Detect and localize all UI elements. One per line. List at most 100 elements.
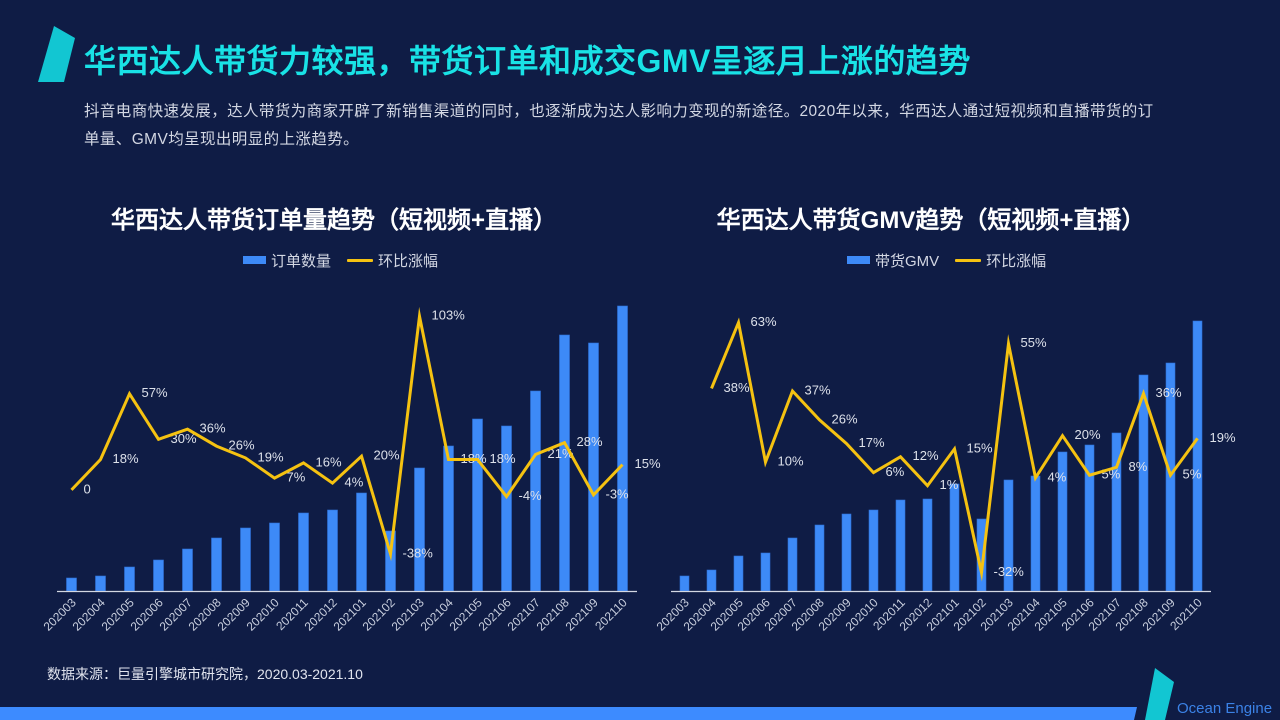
bar bbox=[868, 509, 879, 592]
bar bbox=[211, 537, 222, 592]
gmv-chart: 202003 202004 202005 202006 202007 202008 2020… bbox=[654, 280, 1255, 660]
x-axis-labels: 2020032020042020052020062020072020082020… bbox=[41, 595, 630, 633]
legend-label-gmv: 带货GMV bbox=[875, 252, 940, 270]
bar bbox=[1030, 475, 1041, 592]
data-label: 4% bbox=[345, 475, 364, 490]
bar bbox=[414, 467, 425, 592]
bar bbox=[66, 577, 77, 592]
legend-label-mom: 环比涨幅 bbox=[986, 252, 1047, 270]
data-label: 36% bbox=[1156, 385, 1182, 400]
orders-chart-title: 华西达人带货订单量趋势（短视频+直播） bbox=[110, 207, 557, 234]
data-label: 55% bbox=[1021, 335, 1047, 350]
data-label: -3% bbox=[606, 486, 630, 501]
data-label: 7% bbox=[287, 470, 306, 485]
orders-chart: 202003 202004 202005 202006 202007 202008 2020… bbox=[40, 280, 661, 660]
x-axis-labels: 2020032020042020052020062020072020082020… bbox=[654, 595, 1205, 633]
data-label: 36% bbox=[200, 421, 226, 436]
legend-label-orders: 订单数量 bbox=[271, 252, 332, 270]
bar bbox=[706, 569, 717, 592]
bar bbox=[617, 305, 628, 592]
legend-label-mom: 环比涨幅 bbox=[378, 252, 439, 270]
bar bbox=[153, 559, 164, 592]
accent-parallelogram bbox=[38, 26, 75, 82]
orders-chart-canvas: 2020032020042020052020062020072020082020… bbox=[41, 305, 661, 634]
bar bbox=[269, 522, 280, 592]
bar bbox=[443, 445, 454, 592]
x-tick-label: 202010 bbox=[244, 595, 282, 633]
x-tick-label: 202109 bbox=[563, 595, 601, 633]
description: 抖音电商快速发展，达人带货为商家开辟了新销售渠道的同时，也逐渐成为达人影响力变现… bbox=[84, 98, 1154, 154]
bar bbox=[182, 548, 193, 592]
data-label: -4% bbox=[519, 488, 543, 503]
data-label: 20% bbox=[1075, 427, 1101, 442]
title-accent-shape bbox=[38, 26, 75, 82]
data-label: 19% bbox=[258, 449, 284, 464]
data-label: 103% bbox=[432, 308, 466, 323]
bar bbox=[679, 575, 690, 592]
bar bbox=[1084, 444, 1095, 592]
data-label: 28% bbox=[577, 434, 603, 449]
gmv-chart-canvas: 2020032020042020052020062020072020082020… bbox=[654, 314, 1236, 634]
data-label: -32% bbox=[994, 564, 1025, 579]
data-label: 8% bbox=[1129, 459, 1148, 474]
mom-trend-line bbox=[710, 317, 1199, 582]
page-title: 华西达人带货力较强，带货订单和成交GMV呈逐月上涨的趋势 bbox=[84, 43, 971, 79]
data-label: 37% bbox=[805, 382, 831, 397]
data-label: 16% bbox=[316, 454, 342, 469]
data-label: 0 bbox=[84, 481, 91, 496]
line-swatch-icon bbox=[955, 258, 982, 262]
bar bbox=[1192, 320, 1203, 592]
footer-strip bbox=[0, 707, 1137, 720]
data-label: -38% bbox=[403, 545, 434, 560]
bar bbox=[841, 513, 852, 592]
data-label: 17% bbox=[859, 435, 885, 450]
data-label: 18% bbox=[113, 451, 139, 466]
orders-chart-legend: 订单数量 环比涨幅 bbox=[243, 250, 438, 270]
bar bbox=[472, 418, 483, 592]
bar-swatch-icon bbox=[847, 256, 870, 264]
line-swatch-icon bbox=[347, 258, 374, 262]
data-label: 57% bbox=[142, 385, 168, 400]
data-label: 19% bbox=[1210, 430, 1236, 445]
bar bbox=[760, 552, 771, 592]
description-line-1: 抖音电商快速发展，达人带货为商家开辟了新销售渠道的同时，也逐渐成为达人影响力变现… bbox=[84, 103, 1154, 120]
data-label: 26% bbox=[832, 411, 858, 426]
data-label: 15% bbox=[967, 440, 993, 455]
data-source-note: 数据来源：巨量引擎城市研究院，2020.03-2021.10 bbox=[47, 666, 363, 682]
data-label: 5% bbox=[1183, 467, 1202, 482]
data-label: 1% bbox=[940, 477, 959, 492]
data-label: 12% bbox=[913, 448, 939, 463]
bar bbox=[240, 527, 251, 592]
data-label: 10% bbox=[778, 453, 804, 468]
bar bbox=[124, 566, 135, 592]
x-tick-label: 202110 bbox=[592, 595, 630, 633]
bar bbox=[95, 575, 106, 592]
bar-series bbox=[679, 320, 1203, 592]
data-label: 30% bbox=[171, 431, 197, 446]
bar bbox=[559, 334, 570, 592]
footer-accent-shape bbox=[1145, 668, 1174, 720]
data-label: 63% bbox=[751, 314, 777, 329]
bar bbox=[787, 537, 798, 592]
mom-trend-line bbox=[70, 306, 624, 562]
data-label: 26% bbox=[229, 437, 255, 452]
gmv-chart-title: 华西达人带货GMV趋势（短视频+直播） bbox=[716, 207, 1146, 234]
bar bbox=[814, 524, 825, 592]
data-labels: 38% 63% 10% 37%26%17%6% 12%1% 15% -32% 55% 4% 20%… bbox=[724, 314, 1236, 579]
brand-logo-text: Ocean Engine bbox=[1177, 700, 1273, 717]
bar bbox=[298, 512, 309, 592]
bar bbox=[327, 509, 338, 592]
bar bbox=[949, 483, 960, 592]
bar bbox=[922, 498, 933, 592]
bar bbox=[588, 342, 599, 592]
data-label: 20% bbox=[374, 448, 400, 463]
bar bbox=[733, 555, 744, 592]
bar-series bbox=[66, 305, 628, 592]
data-label: 38% bbox=[724, 380, 750, 395]
bar bbox=[895, 499, 906, 592]
gmv-chart-legend: 带货GMV 环比涨幅 bbox=[847, 250, 1046, 270]
bar bbox=[356, 492, 367, 592]
description-line-2: 单量、GMV均呈现出明显的上涨趋势。 bbox=[84, 131, 360, 148]
data-label: 15% bbox=[635, 456, 661, 471]
